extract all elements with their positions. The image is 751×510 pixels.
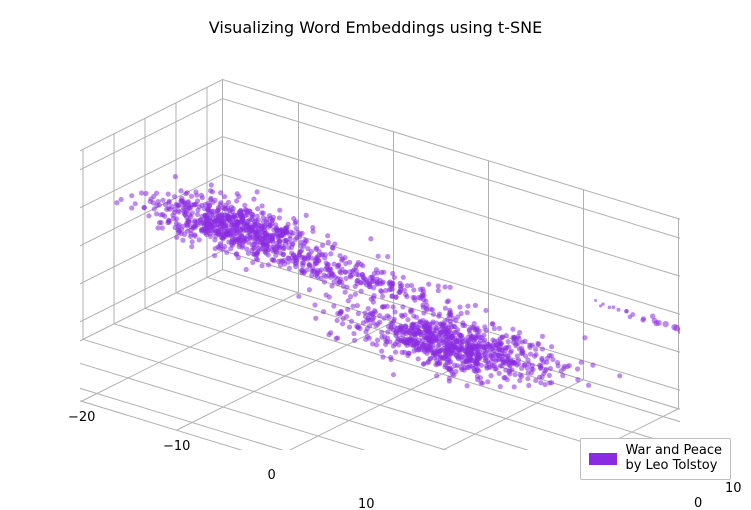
figure: Visualizing Word Embeddings using t-SNE … [0,0,751,510]
plot-3d: 0.040.020.00−0.02−0.04−20−10010203020100… [80,50,680,450]
legend-swatch [589,453,617,465]
chart-title: Visualizing Word Embeddings using t-SNE [0,18,751,37]
scatter-layer [80,50,680,450]
legend: War and Peace by Leo Tolstoy [580,438,731,480]
legend-label-line1: War and Peace [625,443,722,458]
legend-label-line2: by Leo Tolstoy [625,458,717,473]
legend-label: War and Peace by Leo Tolstoy [625,444,722,474]
